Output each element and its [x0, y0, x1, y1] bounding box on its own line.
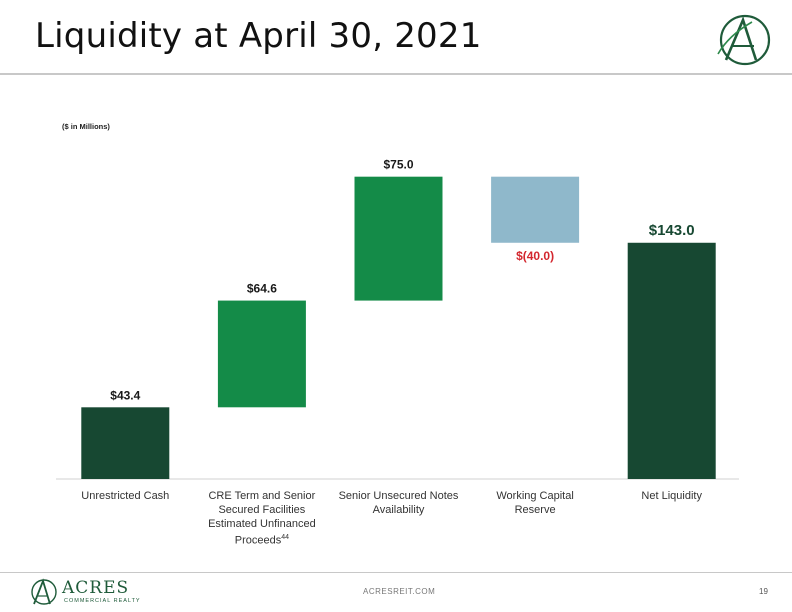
data-label-5: $143.0 — [649, 222, 695, 239]
data-label-1: $43.4 — [110, 388, 140, 402]
footnote-marker: 44 — [281, 534, 290, 541]
acres-footer-logo-icon — [31, 578, 57, 605]
footer-divider — [0, 572, 792, 573]
acres-logo-icon — [717, 14, 771, 66]
category-label-2: CRE Term and Senior Secured Facilities Est… — [208, 490, 316, 547]
bar-5 — [627, 242, 716, 479]
bar-3 — [354, 176, 443, 301]
data-label-3: $75.0 — [383, 158, 413, 172]
bar-4 — [491, 176, 580, 243]
bar-1 — [81, 407, 170, 479]
page-title: Liquidity at April 30, 2021 — [35, 16, 482, 56]
page-number: 19 — [759, 587, 768, 596]
category-label-4: Working Capital Reserve — [496, 490, 574, 516]
brand-name: ACRES — [62, 578, 130, 598]
header-divider — [0, 73, 792, 75]
brand-subtitle: COMMERCIAL REALTY — [64, 598, 141, 604]
category-label-3: Senior Unsecured Notes Availability — [338, 490, 459, 516]
units-note: ($ in Millions) — [62, 122, 110, 131]
category-label-1: Unrestricted Cash — [81, 490, 170, 502]
website-link[interactable]: ACRESREIT.COM — [363, 587, 436, 596]
bar-2 — [217, 300, 306, 408]
data-label-2: $64.6 — [247, 282, 277, 296]
category-label-5: Net Liquidity — [641, 490, 702, 502]
data-label-4: $(40.0) — [516, 249, 554, 263]
